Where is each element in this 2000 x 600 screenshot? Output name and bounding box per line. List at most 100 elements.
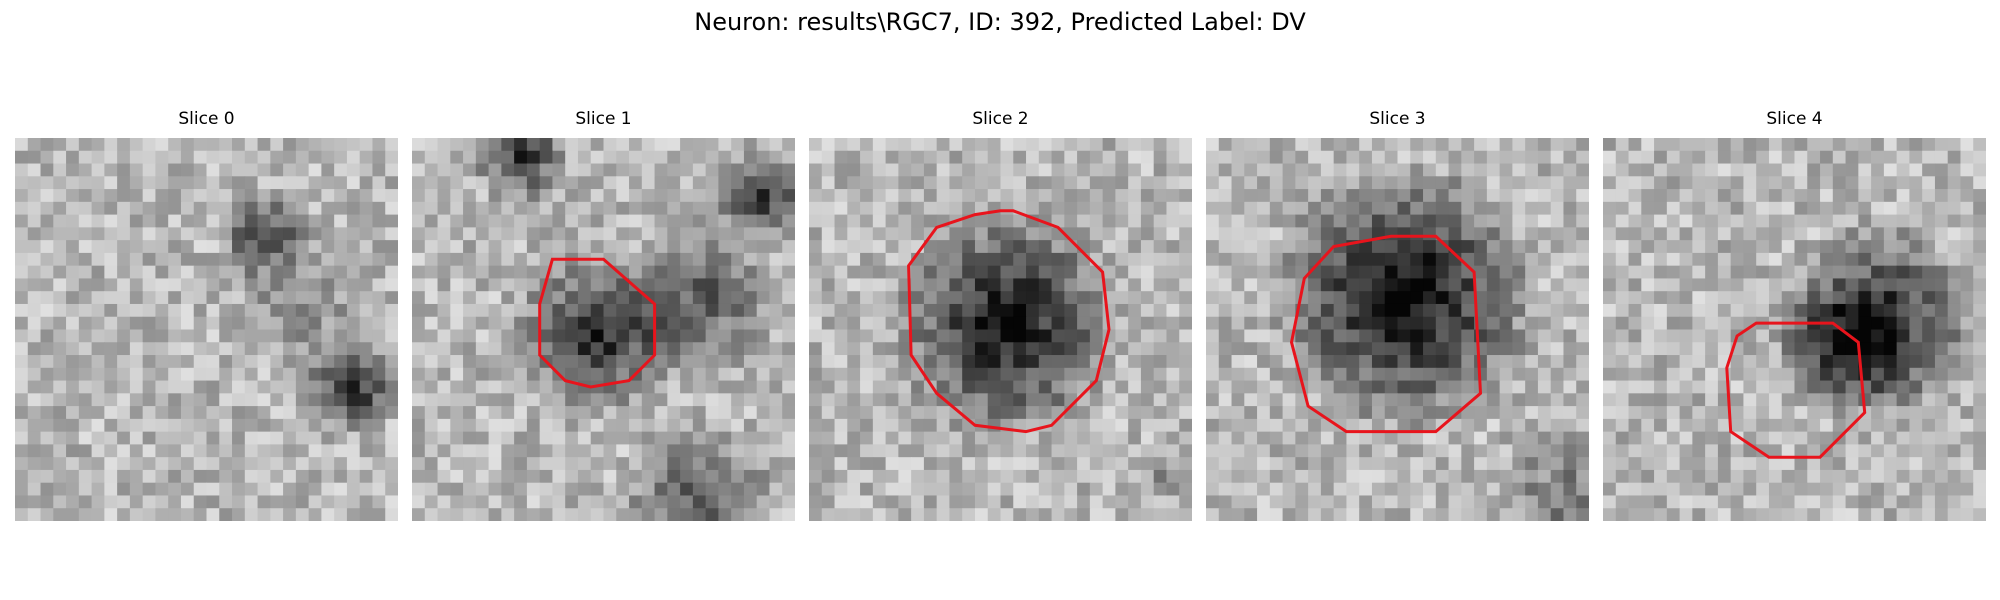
pixel: [1909, 176, 1923, 190]
pixel: [1794, 342, 1808, 356]
pixel: [1896, 367, 1910, 382]
pixel: [1756, 355, 1770, 369]
pixel: [1231, 342, 1245, 356]
pixel: [667, 495, 681, 509]
pixel: [1295, 163, 1309, 177]
pixel: [1153, 431, 1167, 445]
pixel: [1051, 367, 1065, 382]
pixel: [629, 316, 643, 330]
pixel: [1603, 176, 1617, 190]
pixel: [1832, 342, 1847, 356]
pixel: [142, 214, 156, 228]
pixel: [1871, 150, 1885, 165]
pixel: [1654, 367, 1668, 382]
pixel: [219, 303, 233, 318]
pixel: [1947, 240, 1961, 254]
pixel: [1397, 508, 1411, 521]
pixel: [809, 316, 823, 330]
pixel: [731, 431, 745, 445]
pixel: [1563, 138, 1577, 152]
pixel: [1794, 214, 1808, 228]
pixel: [193, 329, 207, 343]
pixel: [372, 329, 386, 343]
pixel: [1960, 329, 1974, 343]
pixel: [15, 265, 29, 279]
pixel: [641, 252, 656, 267]
pixel: [40, 444, 54, 458]
pixel: [1333, 252, 1347, 267]
pixel: [885, 457, 899, 471]
pixel: [283, 214, 297, 228]
pixel: [1537, 431, 1552, 445]
pixel: [91, 469, 105, 484]
pixel: [104, 355, 118, 369]
pixel: [834, 138, 848, 152]
pixel: [1922, 176, 1936, 190]
pixel: [168, 495, 182, 509]
pixel: [1435, 444, 1450, 458]
pixel: [283, 444, 297, 458]
pixel: [1257, 418, 1271, 433]
pixel: [1934, 303, 1949, 318]
pixel: [1153, 457, 1167, 471]
pixel: [244, 329, 259, 343]
pixel: [308, 163, 322, 177]
pixel: [1781, 163, 1795, 177]
pixel: [911, 303, 925, 318]
pixel: [1858, 240, 1872, 254]
pixel: [1064, 469, 1078, 484]
pixel: [590, 482, 604, 496]
pixel: [463, 444, 477, 458]
pixel: [1359, 265, 1373, 279]
pixel: [270, 367, 284, 382]
pixel: [1179, 138, 1192, 152]
pixel: [680, 367, 694, 382]
pixel: [743, 406, 758, 420]
pixel: [78, 201, 93, 216]
pixel: [142, 291, 156, 305]
pixel: [1832, 278, 1847, 292]
pixel: [1654, 278, 1668, 292]
pixel: [1166, 291, 1180, 305]
pixel: [1858, 265, 1872, 279]
pixel: [1308, 214, 1322, 228]
pixel: [539, 444, 553, 458]
pixel: [66, 163, 80, 177]
pixel: [809, 380, 823, 394]
pixel: [1000, 240, 1014, 254]
pixel: [936, 418, 950, 433]
pixel: [1077, 201, 1091, 216]
pixel: [1934, 342, 1949, 356]
pixel: [450, 406, 464, 420]
pixel: [1423, 214, 1437, 228]
pixel: [809, 163, 823, 177]
pixel: [1474, 163, 1488, 177]
pixel: [1000, 163, 1014, 177]
pixel: [680, 444, 694, 458]
pixel: [1603, 482, 1617, 496]
pixel: [809, 406, 823, 420]
pixel: [1038, 355, 1053, 369]
pixel: [1563, 303, 1577, 318]
pixel: [1038, 367, 1053, 382]
pixel: [1153, 150, 1167, 165]
pixel: [308, 342, 322, 356]
pixel: [1537, 495, 1552, 509]
pixel: [782, 469, 795, 484]
pixel: [385, 265, 398, 279]
pixel: [244, 303, 259, 318]
pixel: [616, 240, 630, 254]
pixel: [629, 176, 643, 190]
pixel: [1257, 201, 1271, 216]
pixel: [769, 418, 783, 433]
pixel: [1410, 240, 1424, 254]
pixel: [1295, 444, 1309, 458]
pixel: [129, 342, 144, 356]
pixel: [1423, 329, 1437, 343]
pixel: [219, 265, 233, 279]
pixel: [232, 469, 246, 484]
pixel: [654, 380, 668, 394]
pixel: [257, 214, 271, 228]
pixel: [1244, 176, 1258, 190]
pixel: [565, 393, 579, 407]
